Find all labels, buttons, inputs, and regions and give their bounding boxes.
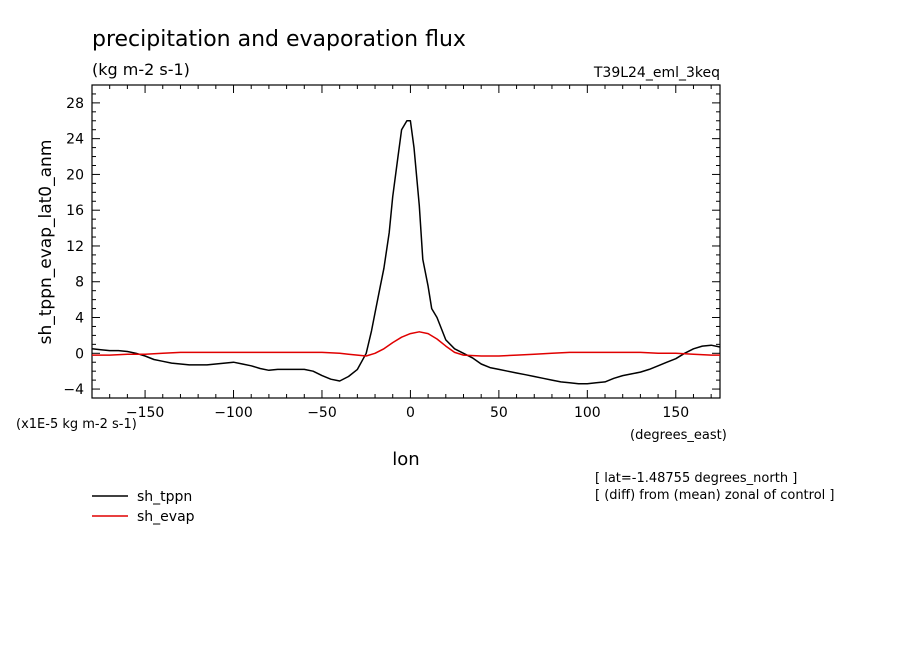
x-tick-label: −100 xyxy=(214,405,252,421)
y-tick-label: 8 xyxy=(75,275,84,291)
y-tick-label: 12 xyxy=(66,239,84,255)
y-tick-label: 28 xyxy=(66,96,84,112)
y-axis-label: sh_tppn_evap_lat0_anm xyxy=(36,140,56,345)
plot-frame xyxy=(91,84,721,399)
y-tick-label: 0 xyxy=(75,346,84,362)
note-lat: [ lat=-1.48755 degrees_north ] xyxy=(595,471,797,486)
series-lines xyxy=(91,120,721,385)
y-tick-label: 24 xyxy=(66,132,84,148)
x-tick-label: −150 xyxy=(126,405,164,421)
run-label: T39L24_eml_3keq xyxy=(593,65,720,81)
x-tick-label: 50 xyxy=(490,405,508,421)
chart-title: precipitation and evaporation flux xyxy=(92,27,466,52)
y-units: (x1E-5 kg m-2 s-1) xyxy=(16,417,137,432)
series-line-sh-tppn xyxy=(91,120,721,385)
axis-ticks: −150 −100 −50 0 50 100 150 −4 0 4 8 12 16 20 24 28 xyxy=(63,84,720,421)
legend: sh_tppn sh_evap xyxy=(92,489,195,525)
x-tick-label: 100 xyxy=(574,405,601,421)
y-tick-label: 16 xyxy=(66,203,84,219)
legend-label-sh-evap: sh_evap xyxy=(137,509,195,525)
note-diff: [ (diff) from (mean) zonal of control ] xyxy=(595,488,834,503)
x-tick-label: −50 xyxy=(307,405,337,421)
series-line-sh-evap xyxy=(92,331,720,357)
y-tick-label: 20 xyxy=(66,167,84,183)
x-tick-label: 150 xyxy=(662,405,689,421)
chart-subtitle: (kg m-2 s-1) xyxy=(92,60,190,79)
y-tick-label: −4 xyxy=(63,382,84,398)
x-units: (degrees_east) xyxy=(630,428,727,443)
legend-label-sh-tppn: sh_tppn xyxy=(137,489,192,505)
y-tick-label: 4 xyxy=(75,311,84,327)
x-axis-label: lon xyxy=(392,449,419,470)
x-tick-label: 0 xyxy=(406,405,415,421)
